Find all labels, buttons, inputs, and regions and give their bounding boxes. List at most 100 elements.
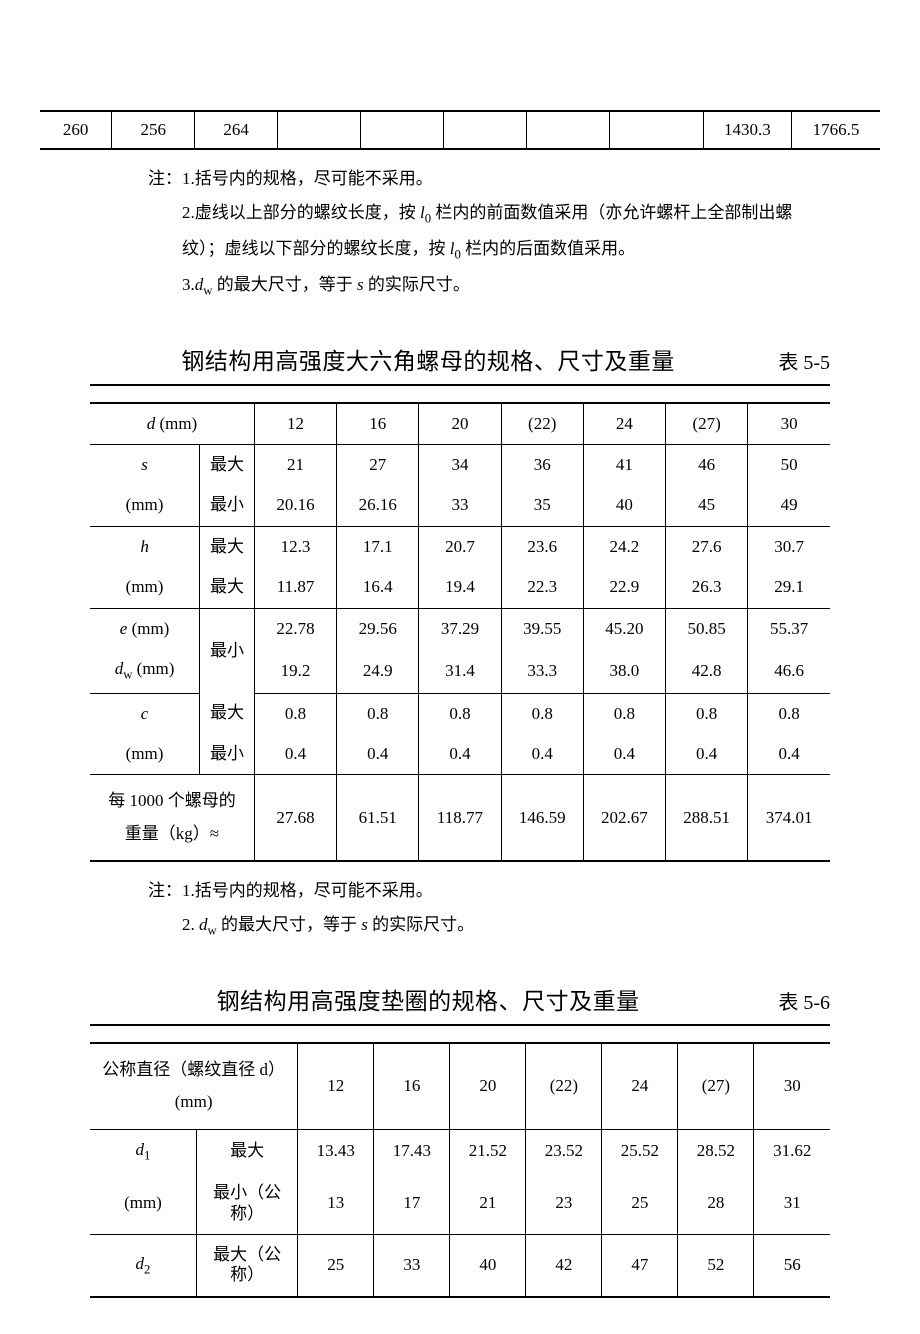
unit: (mm) xyxy=(90,485,200,526)
cell: 13.43 xyxy=(298,1129,374,1173)
cell: 0.4 xyxy=(583,734,665,775)
unit: (mm) xyxy=(90,734,200,775)
cell: 17.1 xyxy=(337,526,419,567)
cell: 12.3 xyxy=(254,526,336,567)
cell: 0.8 xyxy=(254,693,336,734)
cell: 33 xyxy=(419,485,501,526)
header-val: (22) xyxy=(501,403,583,445)
cell: 27.6 xyxy=(666,526,748,567)
cell xyxy=(443,111,526,149)
unit: (mm) xyxy=(132,659,174,678)
cell: 1430.3 xyxy=(703,111,791,149)
cell: 42 xyxy=(526,1235,602,1297)
cell xyxy=(361,111,444,149)
header-val: 12 xyxy=(254,403,336,445)
cell: 19.2 xyxy=(254,649,336,693)
header-val: 16 xyxy=(337,403,419,445)
cell: 31.4 xyxy=(419,649,501,693)
cell: 0.4 xyxy=(748,734,830,775)
param-h: h xyxy=(140,537,149,556)
table-number: 表 5-6 xyxy=(778,986,830,1015)
partial-table-top: 260 256 264 1430.3 1766.5 xyxy=(40,110,880,150)
cell: 0.4 xyxy=(501,734,583,775)
note-text: 3. xyxy=(182,275,195,294)
label-max: 最大 xyxy=(200,526,255,567)
note-text: 的实际尺寸。 xyxy=(364,275,470,294)
unit: (mm) xyxy=(90,1173,196,1234)
label-min: 最小 xyxy=(200,485,255,526)
cell: 31.62 xyxy=(754,1129,830,1173)
param-dw: d xyxy=(115,659,124,678)
cell: 46.6 xyxy=(748,649,830,693)
sub-1: 1 xyxy=(144,1148,150,1162)
cell: 41 xyxy=(583,445,665,486)
sub-2: 2 xyxy=(144,1262,150,1276)
header-val: 12 xyxy=(298,1043,374,1129)
weight-label: 重量（kg）≈ xyxy=(96,818,248,850)
cell: 36 xyxy=(501,445,583,486)
cell xyxy=(278,111,361,149)
cell: 288.51 xyxy=(666,775,748,861)
notes-block-1: 注：1.括号内的规格，尽可能不采用。 2.虚线以上部分的螺纹长度，按 l0 栏内… xyxy=(148,162,848,304)
cell: 56 xyxy=(754,1235,830,1297)
label-max: 最大 xyxy=(200,445,255,486)
title-text: 钢结构用高强度垫圈的规格、尺寸及重量 xyxy=(90,982,766,1016)
cell: 23.6 xyxy=(501,526,583,567)
cell: 37.29 xyxy=(419,608,501,649)
cell: 30.7 xyxy=(748,526,830,567)
cell: 35 xyxy=(501,485,583,526)
cell: 0.4 xyxy=(419,734,501,775)
cell: 264 xyxy=(195,111,278,149)
weight-label: 每 1000 个螺母的 xyxy=(96,785,248,817)
cell: 33 xyxy=(374,1235,450,1297)
cell: 28 xyxy=(678,1173,754,1234)
note-line: 1.括号内的规格，尽可能不采用。 xyxy=(182,169,433,188)
cell: 25 xyxy=(602,1173,678,1234)
cell: 24.9 xyxy=(337,649,419,693)
cell: 31 xyxy=(754,1173,830,1234)
sub-w: w xyxy=(208,923,217,937)
header-val: (27) xyxy=(678,1043,754,1129)
cell xyxy=(609,111,703,149)
cell: 0.8 xyxy=(666,693,748,734)
cell: 118.77 xyxy=(419,775,501,861)
cell: 28.52 xyxy=(678,1129,754,1173)
note-text: 的最大尺寸，等于 xyxy=(217,915,362,934)
cell: 26.16 xyxy=(337,485,419,526)
note-text: 的最大尺寸，等于 xyxy=(212,275,357,294)
label-min: 最小 xyxy=(200,734,255,775)
cell: 50.85 xyxy=(666,608,748,649)
cell: 27 xyxy=(337,445,419,486)
note-text: 栏内的前面数值采用（亦允许螺杆上全部制出螺 xyxy=(431,203,792,222)
label-max: 最大 xyxy=(196,1129,297,1173)
title-text: 钢结构用高强度大六角螺母的规格、尺寸及重量 xyxy=(90,342,766,376)
cell: 23 xyxy=(526,1173,602,1234)
cell: 47 xyxy=(602,1235,678,1297)
label-max: 最大 xyxy=(200,693,255,734)
cell: 256 xyxy=(112,111,195,149)
header-val: (27) xyxy=(666,403,748,445)
cell: 40 xyxy=(583,485,665,526)
cell: 0.8 xyxy=(748,693,830,734)
label-min: 最小 xyxy=(200,608,255,693)
unit: (mm) xyxy=(90,567,200,608)
cell: 1766.5 xyxy=(792,111,880,149)
header-val: 24 xyxy=(583,403,665,445)
nut-spec-table: d (mm) 12 16 20 (22) 24 (27) 30 s 最大 21 … xyxy=(90,402,830,862)
cell xyxy=(526,111,609,149)
label-max: 最大 xyxy=(200,567,255,608)
header-label: 公称直径（螺纹直径 d） xyxy=(96,1054,291,1086)
note-prefix: 注： xyxy=(148,881,182,900)
cell: 45 xyxy=(666,485,748,526)
cell: 50 xyxy=(748,445,830,486)
unit: (mm) xyxy=(127,619,169,638)
note-text: 2. xyxy=(182,915,199,934)
cell: 21 xyxy=(254,445,336,486)
cell: 25.52 xyxy=(602,1129,678,1173)
cell: 22.78 xyxy=(254,608,336,649)
cell: 42.8 xyxy=(666,649,748,693)
note-prefix: 注： xyxy=(148,169,182,188)
cell: 16.4 xyxy=(337,567,419,608)
header-val: 30 xyxy=(754,1043,830,1129)
cell: 19.4 xyxy=(419,567,501,608)
